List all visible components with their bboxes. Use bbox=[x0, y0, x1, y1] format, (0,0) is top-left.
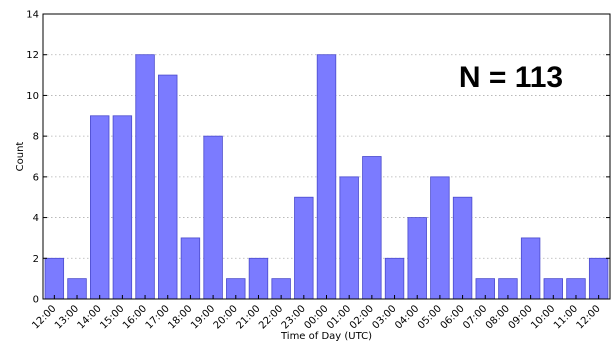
x-tick-label: 07:00 bbox=[461, 303, 489, 331]
x-tick-label: 14:00 bbox=[76, 303, 104, 331]
y-tick-label: 10 bbox=[26, 91, 39, 102]
x-tick-label: 21:00 bbox=[234, 303, 262, 331]
x-tick-label: 22:00 bbox=[257, 303, 285, 331]
bar bbox=[520, 237, 541, 300]
y-tick-label: 6 bbox=[33, 172, 39, 183]
bar bbox=[452, 196, 473, 300]
bar bbox=[112, 115, 133, 300]
x-tick-label: 01:00 bbox=[325, 303, 353, 331]
y-tick-label: 8 bbox=[33, 132, 39, 143]
x-tick-label: 03:00 bbox=[370, 303, 398, 331]
y-axis-label: Count bbox=[15, 142, 26, 172]
bar bbox=[180, 237, 201, 300]
bar bbox=[203, 135, 223, 300]
bar bbox=[294, 196, 314, 300]
x-axis-label: Time of Day (UTC) bbox=[280, 331, 372, 341]
y-axis: 0 2 4 6 8 10 12 14 bbox=[26, 10, 610, 306]
x-tick-label: 08:00 bbox=[484, 303, 512, 331]
x-tick-label: 06:00 bbox=[439, 303, 467, 331]
bar bbox=[362, 156, 382, 300]
bar bbox=[135, 54, 155, 300]
x-tick-label: 23:00 bbox=[280, 303, 308, 331]
x-tick-label: 11:00 bbox=[552, 303, 580, 331]
x-tick-label: 18:00 bbox=[166, 303, 194, 331]
bar bbox=[430, 176, 450, 300]
bar bbox=[248, 257, 269, 300]
x-tick-label: 12:00 bbox=[30, 303, 58, 331]
x-tick-label: 05:00 bbox=[416, 303, 444, 331]
bar bbox=[384, 257, 405, 300]
x-tick-label: 20:00 bbox=[212, 303, 240, 331]
sample-size-annotation: N = 113 bbox=[459, 61, 563, 94]
x-tick-label: 04:00 bbox=[393, 303, 421, 331]
y-tick-label: 4 bbox=[33, 213, 39, 224]
x-tick-label: 02:00 bbox=[348, 303, 376, 331]
bar bbox=[316, 54, 337, 300]
y-tick-label: 12 bbox=[26, 50, 39, 61]
x-tick-label: 17:00 bbox=[144, 303, 172, 331]
x-tick-label: 09:00 bbox=[507, 303, 535, 331]
bar bbox=[158, 74, 178, 300]
bar bbox=[588, 257, 609, 300]
x-tick-label: 15:00 bbox=[98, 303, 126, 331]
y-tick-label: 2 bbox=[33, 254, 39, 265]
x-tick-label: 16:00 bbox=[121, 303, 149, 331]
x-axis: 12:0013:0014:0015:0016:0017:0018:0019:00… bbox=[30, 295, 603, 332]
x-tick-label: 19:00 bbox=[189, 303, 217, 331]
y-tick-label: 14 bbox=[26, 10, 39, 21]
bar bbox=[407, 217, 427, 300]
x-tick-label: 12:00 bbox=[575, 303, 603, 331]
bar bbox=[44, 257, 65, 300]
bar bbox=[90, 115, 110, 300]
x-tick-label: 13:00 bbox=[53, 303, 81, 331]
bar bbox=[339, 176, 359, 300]
x-tick-label: 00:00 bbox=[302, 303, 330, 331]
y-tick-label: 0 bbox=[33, 295, 39, 306]
grid-lines bbox=[43, 54, 610, 259]
x-tick-label: 10:00 bbox=[529, 303, 557, 331]
